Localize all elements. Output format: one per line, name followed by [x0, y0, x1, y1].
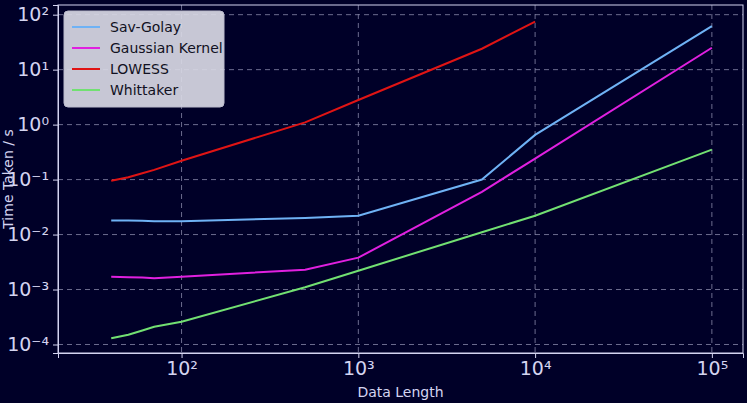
plot-frame: [58, 5, 743, 353]
tick-label: 10⁻⁴: [7, 333, 49, 355]
grid-line: [58, 124, 743, 125]
tick: 10⁰: [17, 113, 58, 135]
background: [0, 0, 747, 403]
grid-line: [58, 179, 743, 180]
tick-label: 10⁴: [520, 357, 552, 379]
legend-label: Whittaker: [110, 82, 178, 98]
series-line: [111, 150, 712, 339]
legend-label: Gaussian Kernel: [110, 40, 223, 56]
tick: 10⁻³: [7, 278, 58, 300]
x-axis: 10² 10³ 10⁴ 10⁵: [59, 353, 744, 379]
tick: 10⁵: [696, 353, 728, 379]
tick-label: 10²: [166, 357, 198, 379]
grid-line: [58, 289, 743, 290]
legend-label: Sav-Golay: [110, 19, 181, 35]
tick: 10⁻⁴: [7, 333, 58, 355]
legend-label: LOWESS: [110, 61, 169, 77]
grid-line: [711, 5, 712, 353]
tick-mark: [53, 70, 58, 71]
tick-label: 10²: [17, 3, 49, 25]
tick-label: 10⁵: [696, 357, 728, 379]
tick-mark: [53, 235, 58, 236]
tick-label: 10⁻³: [7, 278, 49, 300]
legend-swatch: [72, 68, 100, 70]
y-axis-title: Time Taken / s: [0, 129, 16, 230]
tick: 10¹: [17, 58, 58, 80]
grid-line: [535, 5, 536, 353]
tick: 10²: [17, 3, 58, 25]
tick: 10³: [343, 353, 375, 379]
tick-label: 10³: [343, 357, 375, 379]
legend-swatch: [72, 89, 100, 91]
tick-mark: [53, 125, 58, 126]
tick-mark: [53, 290, 58, 291]
tick-mark: [53, 180, 58, 181]
grid: [58, 5, 743, 353]
tick: 10²: [166, 353, 198, 379]
tick-mark: [53, 15, 58, 16]
chart: 10²10³10⁴10⁵10⁻⁴10⁻³10⁻²10⁻¹10⁰10¹10²Sav…: [0, 0, 747, 403]
legend-box: [64, 11, 224, 107]
grid-line: [358, 5, 359, 353]
tick-label: 10¹: [17, 58, 49, 80]
x-axis-title: Data Length: [357, 384, 443, 400]
tick-mark: [53, 344, 58, 345]
tick: 10⁴: [520, 353, 552, 379]
grid-line: [58, 344, 743, 345]
legend: Sav-Golay Gaussian Kernel LOWESS Whittaker: [64, 11, 224, 107]
legend-swatch: [72, 47, 100, 49]
axis-line: [53, 6, 59, 354]
axis-line: [59, 354, 744, 359]
plot: 10²10³10⁴10⁵10⁻⁴10⁻³10⁻²10⁻¹10⁰10¹10²Sav…: [7, 3, 743, 379]
tick-label: 10⁰: [17, 113, 49, 135]
legend-swatch: [72, 26, 100, 28]
